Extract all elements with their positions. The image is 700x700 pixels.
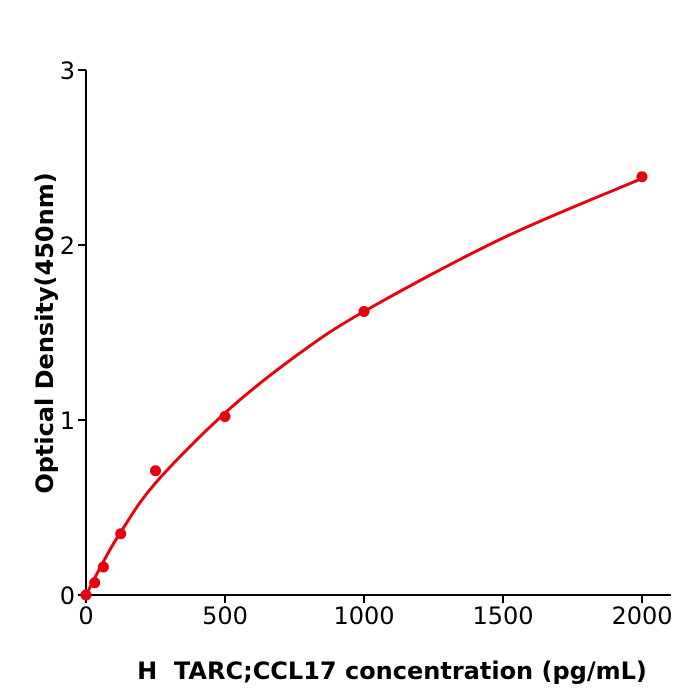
data-point <box>115 528 127 540</box>
axes <box>85 70 671 596</box>
data-point <box>80 589 92 601</box>
data-point <box>89 577 101 589</box>
x-tick-label: 1000 <box>333 602 394 630</box>
y-tick-label: 0 <box>60 582 75 610</box>
data-point <box>358 306 370 317</box>
x-tick-label: 2000 <box>611 602 672 630</box>
x-tick-label: 500 <box>202 602 248 630</box>
x-tick-label: 0 <box>78 602 93 630</box>
x-axis-label: H TARC;CCL17 concentration (pg/mL) <box>137 657 647 685</box>
x-tick-label: 1500 <box>472 602 533 630</box>
data-point <box>97 561 109 573</box>
y-tick-label: 3 <box>60 57 75 85</box>
data-point <box>636 171 648 183</box>
data-point <box>150 465 161 477</box>
data-point <box>219 411 231 422</box>
y-tick-label: 2 <box>60 232 75 260</box>
y-tick-label: 1 <box>60 407 75 435</box>
y-axis-label: Optical Density(450nm) <box>31 172 59 493</box>
fit-curve <box>84 177 643 596</box>
